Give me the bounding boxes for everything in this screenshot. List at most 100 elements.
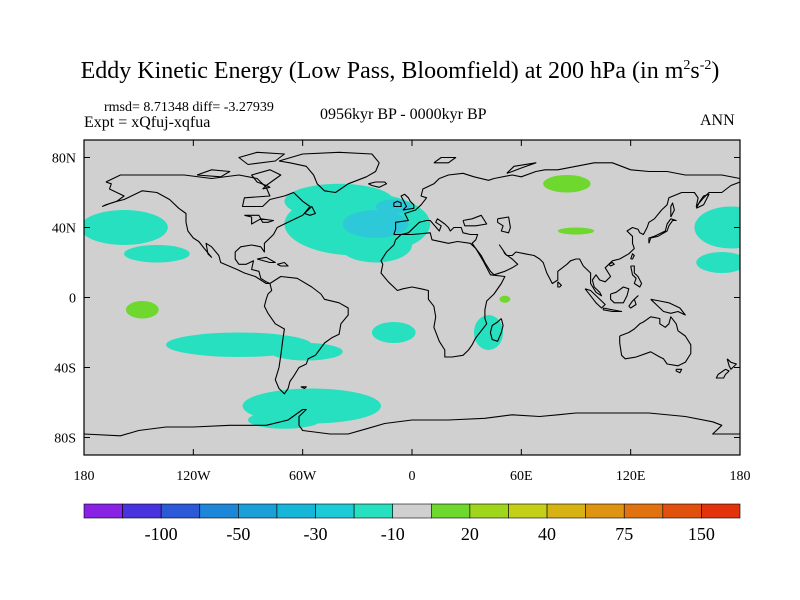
coast-japan <box>648 218 677 244</box>
stats-text: rmsd= 8.71348 diff= -3.27939 <box>104 100 274 115</box>
coast-java <box>602 307 623 313</box>
coast-madagascar <box>489 318 504 342</box>
experiment-label: Expt = xQfuj-xqfua <box>84 114 211 131</box>
coast-new-zealand-north <box>726 358 737 370</box>
colorbar-label: 40 <box>538 524 556 544</box>
coast-britain <box>400 193 415 211</box>
negative-anomaly-region <box>248 411 321 429</box>
negative-anomaly-region <box>371 322 416 343</box>
coast-svalbard <box>433 156 457 164</box>
coast-africa <box>380 232 506 358</box>
colorbar-box <box>315 503 355 519</box>
colorbar-label: 20 <box>461 524 479 544</box>
colorbar-label: -50 <box>226 524 250 544</box>
coast-australia <box>619 316 692 367</box>
coast-philippines <box>630 265 643 288</box>
coast-ireland <box>393 200 402 208</box>
lon-tick-label: 0 <box>409 469 416 484</box>
lat-tick-label: 40S <box>54 362 76 377</box>
coast-sakhalin <box>670 202 675 218</box>
coast-new-guinea <box>650 298 686 316</box>
coast-newfoundland <box>304 205 316 216</box>
coast-sri-lanka <box>557 281 562 288</box>
colorbar-box <box>276 503 316 519</box>
coast-novaya-zemlya <box>506 162 537 174</box>
negative-anomaly-region <box>339 227 412 263</box>
colorbar-box <box>508 503 548 519</box>
colorbar-label: 150 <box>688 524 715 544</box>
coast-baffin <box>251 169 282 187</box>
colorbar-box <box>546 503 586 519</box>
lat-tick-label: 0 <box>69 292 76 307</box>
lon-tick-label: 120W <box>176 469 211 484</box>
colorbar-box <box>122 503 162 519</box>
coast-iceland <box>368 181 388 188</box>
colorbar-box <box>392 503 432 519</box>
colorbar-label: 75 <box>615 524 633 544</box>
map-background <box>84 140 740 455</box>
coast-new-zealand-south <box>715 368 730 379</box>
positive-anomaly-region <box>499 295 511 303</box>
coast-antarctica <box>84 408 740 437</box>
colorbar-box <box>662 503 702 519</box>
coast-tasmania <box>675 368 683 374</box>
coast-sulawesi <box>628 295 639 309</box>
positive-anomaly-region <box>125 301 159 319</box>
coast-cuba <box>256 256 276 264</box>
lon-tick-label: 60W <box>289 469 317 484</box>
coast-ellesmere <box>238 151 285 166</box>
lon-tick-label: 60E <box>510 469 533 484</box>
positive-anomaly-region <box>543 175 591 193</box>
field-regions <box>84 175 740 429</box>
colorbar-box <box>469 503 509 519</box>
coast-caspian <box>497 216 511 234</box>
colorbar-box <box>238 503 278 519</box>
negative-anomaly-region <box>696 252 740 273</box>
coast-hudson-islands <box>262 184 271 190</box>
positive-anomaly-region <box>557 227 595 235</box>
colorbar-box <box>623 503 664 519</box>
season-label: ANN <box>700 112 735 129</box>
colorbar-box <box>701 503 741 519</box>
colorbar-label: -10 <box>381 524 405 544</box>
colorbar-box <box>83 503 123 519</box>
coast-hainan <box>608 261 615 267</box>
coast-borneo <box>610 286 630 304</box>
negative-anomaly-region <box>284 183 394 219</box>
colorbar-label: -100 <box>145 524 178 544</box>
coast-alaska-islands <box>101 200 118 208</box>
coast-south-america <box>263 275 349 395</box>
coast-black-sea <box>462 214 488 227</box>
coast-kamchatka-shelf <box>695 193 710 209</box>
negative-anomaly-region <box>84 210 168 245</box>
coast-greenland <box>278 151 380 194</box>
colorbar-label: -30 <box>304 524 328 544</box>
coast-victoria <box>196 169 231 178</box>
coast-eurasia <box>393 162 740 297</box>
chart-title: Eddy Kinetic Energy (Low Pass, Bloomfiel… <box>80 58 720 84</box>
coast-sumatra <box>584 288 606 309</box>
strong-negative-region <box>342 210 409 238</box>
coast-hispaniola <box>276 261 289 267</box>
colorbar-box <box>585 503 625 519</box>
coast-taiwan <box>630 253 635 260</box>
negative-anomaly-region <box>269 343 343 361</box>
lon-tick-label: 180 <box>730 469 751 484</box>
lat-tick-label: 80N <box>52 152 76 167</box>
colorbar-box <box>160 503 201 519</box>
coast-north-america <box>105 174 311 285</box>
coastlines <box>84 151 740 437</box>
coast-falklands <box>300 386 307 390</box>
colorbar-box <box>353 503 394 519</box>
lat-tick-label: 80S <box>54 432 76 447</box>
period-label: 0956kyr BP - 0000kyr BP <box>320 106 487 123</box>
lat-tick-label: 40N <box>52 222 76 237</box>
negative-anomaly-region <box>694 206 740 249</box>
lon-tick-label: 180 <box>74 469 95 484</box>
colorbar-box <box>199 503 239 519</box>
coast-great-lakes <box>244 214 275 225</box>
negative-anomaly-region <box>124 245 190 263</box>
colorbar-box <box>430 503 471 519</box>
lon-tick-label: 120E <box>616 469 646 484</box>
